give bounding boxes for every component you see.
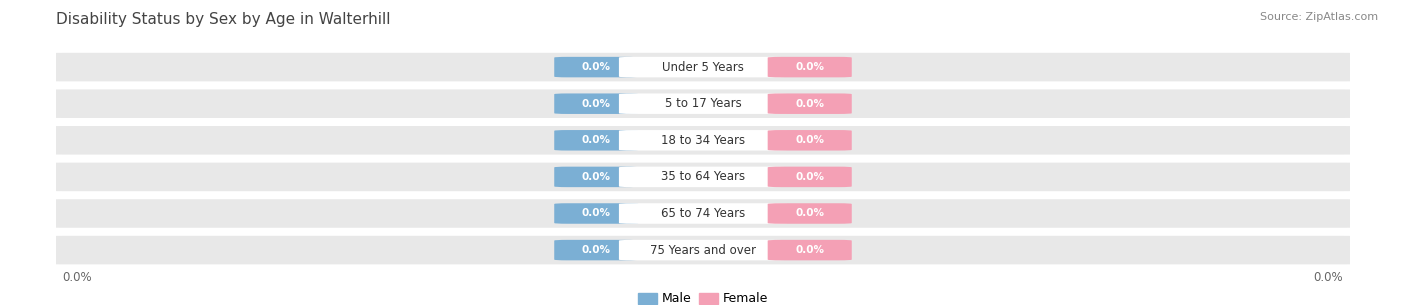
Text: 0.0%: 0.0%	[796, 209, 824, 218]
Text: 0.0%: 0.0%	[1313, 271, 1343, 284]
FancyBboxPatch shape	[768, 57, 852, 77]
Text: Disability Status by Sex by Age in Walterhill: Disability Status by Sex by Age in Walte…	[56, 12, 391, 27]
FancyBboxPatch shape	[44, 199, 1362, 228]
Text: 35 to 64 Years: 35 to 64 Years	[661, 170, 745, 183]
FancyBboxPatch shape	[554, 203, 638, 224]
FancyBboxPatch shape	[619, 57, 787, 77]
Text: 0.0%: 0.0%	[796, 62, 824, 72]
FancyBboxPatch shape	[554, 57, 638, 77]
Text: 75 Years and over: 75 Years and over	[650, 244, 756, 257]
FancyBboxPatch shape	[44, 163, 1362, 191]
Text: 0.0%: 0.0%	[63, 271, 93, 284]
FancyBboxPatch shape	[619, 167, 787, 187]
Text: 0.0%: 0.0%	[796, 172, 824, 182]
Legend: Male, Female: Male, Female	[633, 287, 773, 305]
Text: Source: ZipAtlas.com: Source: ZipAtlas.com	[1260, 12, 1378, 22]
Text: 0.0%: 0.0%	[582, 245, 610, 255]
FancyBboxPatch shape	[768, 167, 852, 187]
FancyBboxPatch shape	[554, 93, 638, 114]
FancyBboxPatch shape	[44, 236, 1362, 264]
Text: 0.0%: 0.0%	[796, 99, 824, 109]
Text: 0.0%: 0.0%	[582, 99, 610, 109]
FancyBboxPatch shape	[44, 53, 1362, 81]
FancyBboxPatch shape	[554, 240, 638, 260]
Text: Under 5 Years: Under 5 Years	[662, 61, 744, 74]
FancyBboxPatch shape	[768, 93, 852, 114]
FancyBboxPatch shape	[768, 203, 852, 224]
FancyBboxPatch shape	[554, 130, 638, 151]
FancyBboxPatch shape	[768, 240, 852, 260]
FancyBboxPatch shape	[619, 203, 787, 224]
FancyBboxPatch shape	[44, 89, 1362, 118]
Text: 0.0%: 0.0%	[582, 172, 610, 182]
Text: 65 to 74 Years: 65 to 74 Years	[661, 207, 745, 220]
FancyBboxPatch shape	[554, 167, 638, 187]
Text: 18 to 34 Years: 18 to 34 Years	[661, 134, 745, 147]
FancyBboxPatch shape	[619, 130, 787, 151]
Text: 0.0%: 0.0%	[582, 135, 610, 145]
FancyBboxPatch shape	[619, 93, 787, 114]
FancyBboxPatch shape	[619, 240, 787, 260]
Text: 0.0%: 0.0%	[582, 62, 610, 72]
Text: 0.0%: 0.0%	[796, 135, 824, 145]
FancyBboxPatch shape	[768, 130, 852, 151]
Text: 0.0%: 0.0%	[796, 245, 824, 255]
Text: 5 to 17 Years: 5 to 17 Years	[665, 97, 741, 110]
Text: 0.0%: 0.0%	[582, 209, 610, 218]
FancyBboxPatch shape	[44, 126, 1362, 155]
